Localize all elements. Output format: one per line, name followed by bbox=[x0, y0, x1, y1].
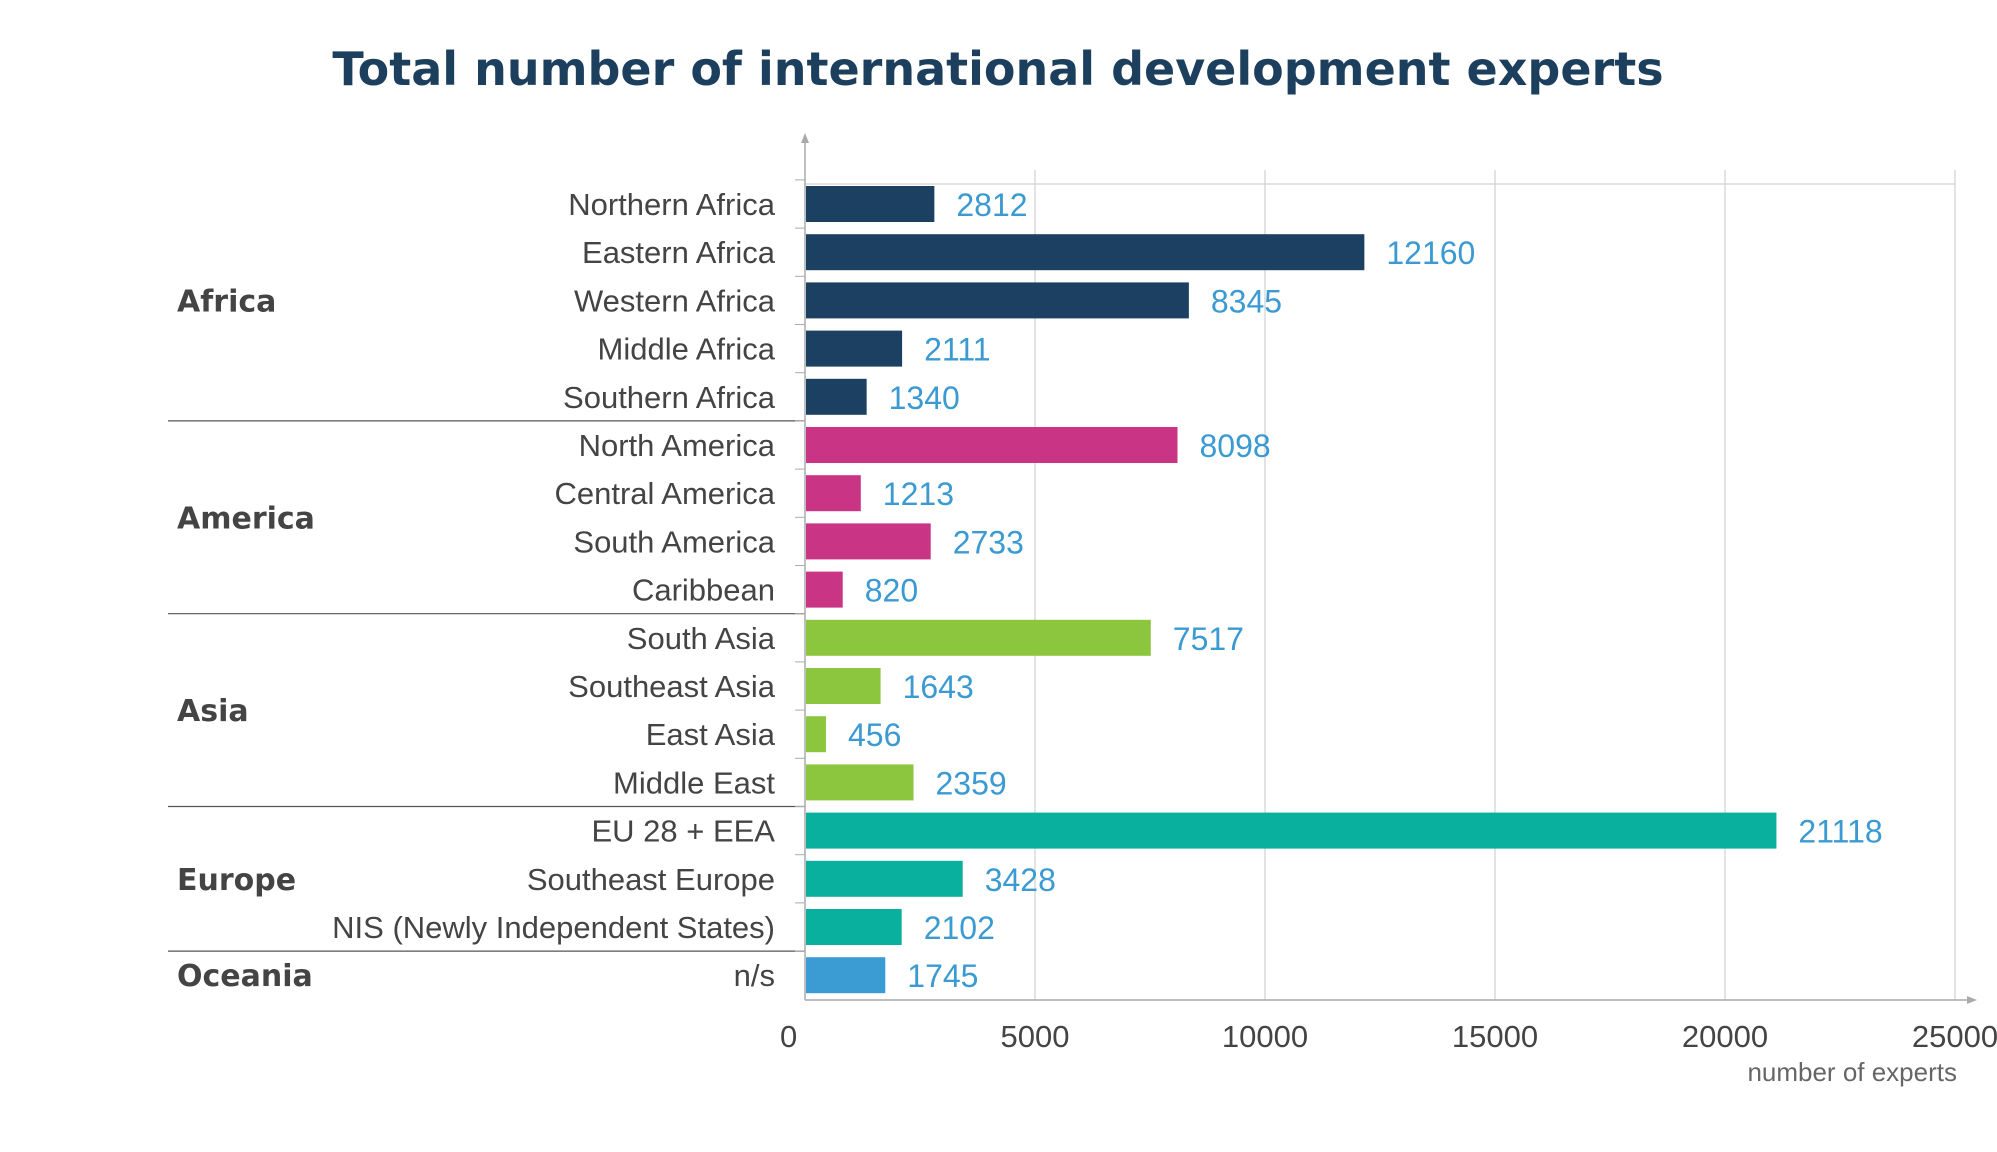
value-label: 820 bbox=[865, 573, 918, 609]
bar bbox=[806, 860, 963, 897]
value-label: 7517 bbox=[1173, 621, 1244, 657]
value-label: 2733 bbox=[953, 524, 1024, 560]
x-axis-label: number of experts bbox=[1747, 1057, 1957, 1087]
axes: 0 5000 10000 15000 20000 25000 bbox=[780, 133, 1997, 1054]
value-label: 2359 bbox=[936, 765, 1007, 801]
value-label: 2111 bbox=[924, 332, 990, 368]
x-tick-label: 0 bbox=[780, 1019, 797, 1054]
value-label: 1643 bbox=[903, 669, 974, 705]
category-label: Middle Africa bbox=[598, 332, 776, 367]
category-label: Middle East bbox=[613, 765, 775, 800]
bar bbox=[806, 619, 1151, 656]
bar bbox=[806, 909, 902, 945]
value-label: 1213 bbox=[883, 476, 954, 512]
value-label: 8345 bbox=[1211, 283, 1282, 319]
bar bbox=[806, 812, 1777, 849]
value-label: 21118 bbox=[1798, 814, 1882, 850]
category-label: South Asia bbox=[627, 621, 776, 656]
group-label: Oceania bbox=[177, 959, 313, 994]
value-label: 1340 bbox=[889, 380, 960, 416]
category-label: EU 28 + EEA bbox=[591, 814, 775, 849]
bar bbox=[806, 475, 861, 512]
bar bbox=[806, 668, 881, 704]
category-label: Southeast Asia bbox=[568, 669, 776, 704]
value-label: 2812 bbox=[956, 187, 1027, 223]
group-separators bbox=[168, 420, 805, 952]
category-label: East Asia bbox=[646, 717, 776, 752]
x-tick-label: 15000 bbox=[1452, 1019, 1538, 1054]
bar bbox=[806, 523, 931, 560]
category-label: Caribbean bbox=[632, 573, 775, 608]
bar bbox=[806, 378, 867, 415]
value-label: 2102 bbox=[924, 910, 995, 946]
value-label: 1745 bbox=[907, 958, 978, 994]
category-label: Northern Africa bbox=[568, 187, 776, 222]
category-label: Southern Africa bbox=[563, 380, 776, 415]
group-label: Asia bbox=[177, 694, 249, 729]
category-label: Eastern Africa bbox=[582, 235, 776, 270]
bar bbox=[806, 186, 935, 222]
group-label: Europe bbox=[177, 863, 296, 898]
bar bbox=[806, 571, 843, 608]
category-label: n/s bbox=[734, 958, 775, 993]
bar bbox=[806, 427, 1178, 463]
bars bbox=[806, 186, 1777, 994]
chart-title: Total number of international developmen… bbox=[332, 42, 1663, 96]
x-tick-label: 20000 bbox=[1682, 1019, 1768, 1054]
bar bbox=[806, 716, 826, 753]
value-label: 8098 bbox=[1200, 428, 1271, 464]
x-tick-label: 5000 bbox=[1001, 1019, 1070, 1054]
category-label: Central America bbox=[554, 476, 775, 511]
value-label: 3428 bbox=[985, 862, 1056, 898]
group-label: America bbox=[177, 501, 315, 536]
bar bbox=[806, 764, 914, 801]
bar bbox=[806, 234, 1365, 271]
x-tick-label: 10000 bbox=[1222, 1019, 1308, 1054]
x-tick-label: 25000 bbox=[1912, 1019, 1997, 1054]
grid-layer bbox=[805, 170, 1956, 1000]
group-label: Africa bbox=[177, 284, 276, 319]
bar bbox=[806, 957, 886, 994]
bar bbox=[806, 330, 903, 367]
category-label: Southeast Europe bbox=[527, 862, 775, 897]
category-label: South America bbox=[573, 524, 775, 559]
y-axis-arrow bbox=[801, 133, 809, 143]
category-label: NIS (Newly Independent States) bbox=[332, 910, 775, 945]
category-label: North America bbox=[579, 428, 776, 463]
x-axis-arrow bbox=[1967, 996, 1977, 1004]
labels: Northern Africa 2812 Eastern Africa 12160 We… bbox=[177, 187, 1883, 994]
bar bbox=[806, 282, 1189, 319]
category-label: Western Africa bbox=[574, 283, 776, 318]
value-label: 12160 bbox=[1386, 235, 1475, 271]
value-label: 456 bbox=[848, 717, 901, 753]
